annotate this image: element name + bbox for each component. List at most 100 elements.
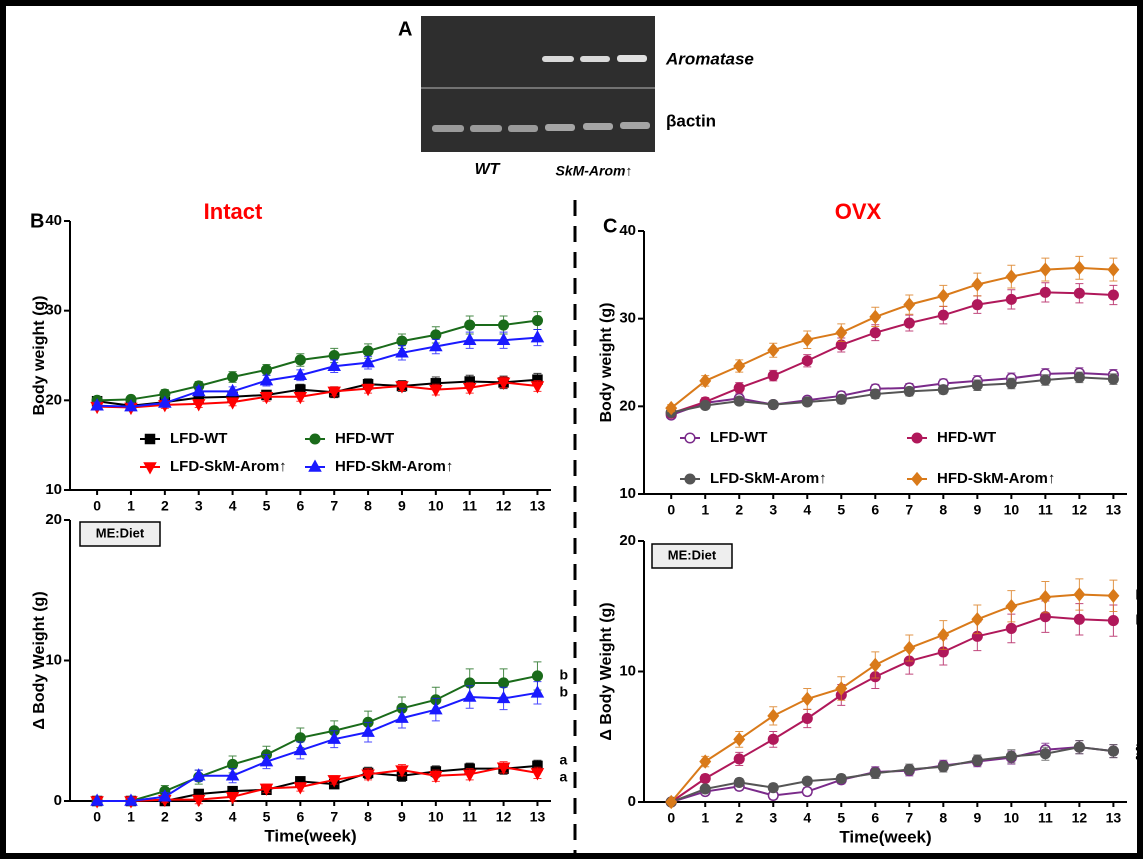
x-tick-label: 3: [769, 810, 777, 826]
y-tick-label: 20: [619, 397, 636, 414]
marker: [532, 382, 543, 392]
x-tick-label: 5: [263, 498, 271, 514]
marker: [1108, 264, 1118, 276]
marker: [1006, 271, 1016, 283]
x-tick-label: 1: [701, 810, 709, 826]
marker: [939, 310, 949, 320]
line: [671, 617, 1113, 802]
x-tick-label: 10: [428, 498, 444, 514]
x-tick-label: 9: [398, 498, 406, 514]
marker: [802, 714, 812, 724]
marker: [938, 290, 948, 302]
y-axis-label: Body weight (g): [31, 296, 48, 416]
x-tick-label: 9: [398, 809, 406, 825]
x-tick-label: 5: [837, 502, 845, 518]
group-label: SkM-Arom↑: [555, 163, 632, 179]
gel-band: [617, 55, 647, 62]
figure: A Aromatase βactin WT SkM-Arom↑ 10203040…: [0, 0, 1143, 859]
marker: [870, 389, 880, 399]
marker: [802, 397, 812, 407]
gel-band: [580, 56, 610, 62]
marker: [1041, 375, 1051, 385]
group-label: WT: [475, 161, 501, 178]
y-tick-label: 10: [45, 481, 62, 498]
marker: [912, 433, 922, 443]
x-tick-label: 3: [195, 498, 203, 514]
marker: [870, 768, 880, 778]
legend-label: LFD-SkM-Arom↑: [710, 470, 827, 487]
x-tick-label: 10: [1004, 502, 1020, 518]
y-tick-label: 0: [54, 792, 62, 809]
x-tick-label: 11: [1038, 810, 1053, 826]
marker: [499, 678, 509, 688]
series: [667, 579, 1117, 802]
marker: [464, 691, 475, 701]
y-tick-label: 30: [619, 310, 636, 327]
marker: [700, 774, 710, 784]
x-tick-label: 3: [769, 502, 777, 518]
x-tick-label: 13: [530, 809, 546, 825]
y-axis-label: Δ Body Weight (g): [598, 602, 615, 740]
x-tick-label: 2: [161, 498, 169, 514]
marker: [499, 320, 509, 330]
marker: [870, 659, 880, 671]
x-tick-label: 8: [939, 502, 947, 518]
x-tick-label: 6: [871, 810, 879, 826]
marker: [1040, 264, 1050, 276]
marker: [1075, 373, 1085, 383]
marker: [1041, 612, 1051, 622]
marker: [532, 769, 543, 779]
end-label: b: [1135, 587, 1143, 603]
gel-band: [508, 125, 538, 132]
panel-label: B: [30, 210, 44, 232]
marker: [1109, 290, 1119, 300]
x-axis-label: Time(week): [264, 826, 356, 845]
x-tick-label: 4: [803, 810, 811, 826]
marker: [1075, 742, 1085, 752]
marker: [700, 784, 710, 794]
panel-label: A: [398, 18, 412, 40]
marker: [836, 327, 846, 339]
end-label: b: [559, 684, 568, 700]
chart-title: Intact: [204, 199, 263, 224]
marker: [912, 473, 922, 485]
marker: [1075, 288, 1085, 298]
x-tick-label: 5: [837, 810, 845, 826]
marker: [905, 387, 915, 397]
marker: [870, 328, 880, 338]
annotation: ME:Diet: [96, 525, 145, 540]
marker: [973, 300, 983, 310]
x-tick-label: 0: [667, 502, 675, 518]
marker: [768, 400, 778, 410]
chart-title: OVX: [835, 199, 882, 224]
x-tick-label: 4: [803, 502, 811, 518]
marker: [310, 434, 320, 444]
x-tick-label: 12: [1072, 502, 1088, 518]
marker: [734, 383, 744, 393]
marker: [1109, 616, 1119, 626]
x-tick-label: 11: [462, 498, 477, 514]
marker: [1007, 624, 1017, 634]
y-tick-label: 10: [619, 662, 636, 679]
y-axis-label: Δ Body Weight (g): [31, 591, 48, 729]
x-tick-label: 4: [229, 809, 237, 825]
legend-label: HFD-SkM-Arom↑: [335, 458, 453, 475]
x-tick-label: 6: [296, 809, 304, 825]
x-tick-label: 4: [229, 498, 237, 514]
gel-band: [545, 124, 575, 131]
legend-label: HFD-WT: [335, 430, 394, 447]
x-tick-label: 0: [667, 810, 675, 826]
marker: [685, 433, 695, 443]
marker: [939, 762, 949, 772]
marker: [465, 320, 475, 330]
y-tick-label: 40: [619, 222, 636, 239]
x-tick-label: 9: [973, 810, 981, 826]
marker: [939, 385, 949, 395]
marker: [1041, 749, 1051, 759]
x-tick-label: 1: [127, 809, 135, 825]
panel-label: C: [603, 215, 617, 237]
y-axis-label: Body weight (g): [598, 303, 615, 423]
marker: [1075, 615, 1085, 625]
marker: [802, 334, 812, 346]
marker: [768, 735, 778, 745]
